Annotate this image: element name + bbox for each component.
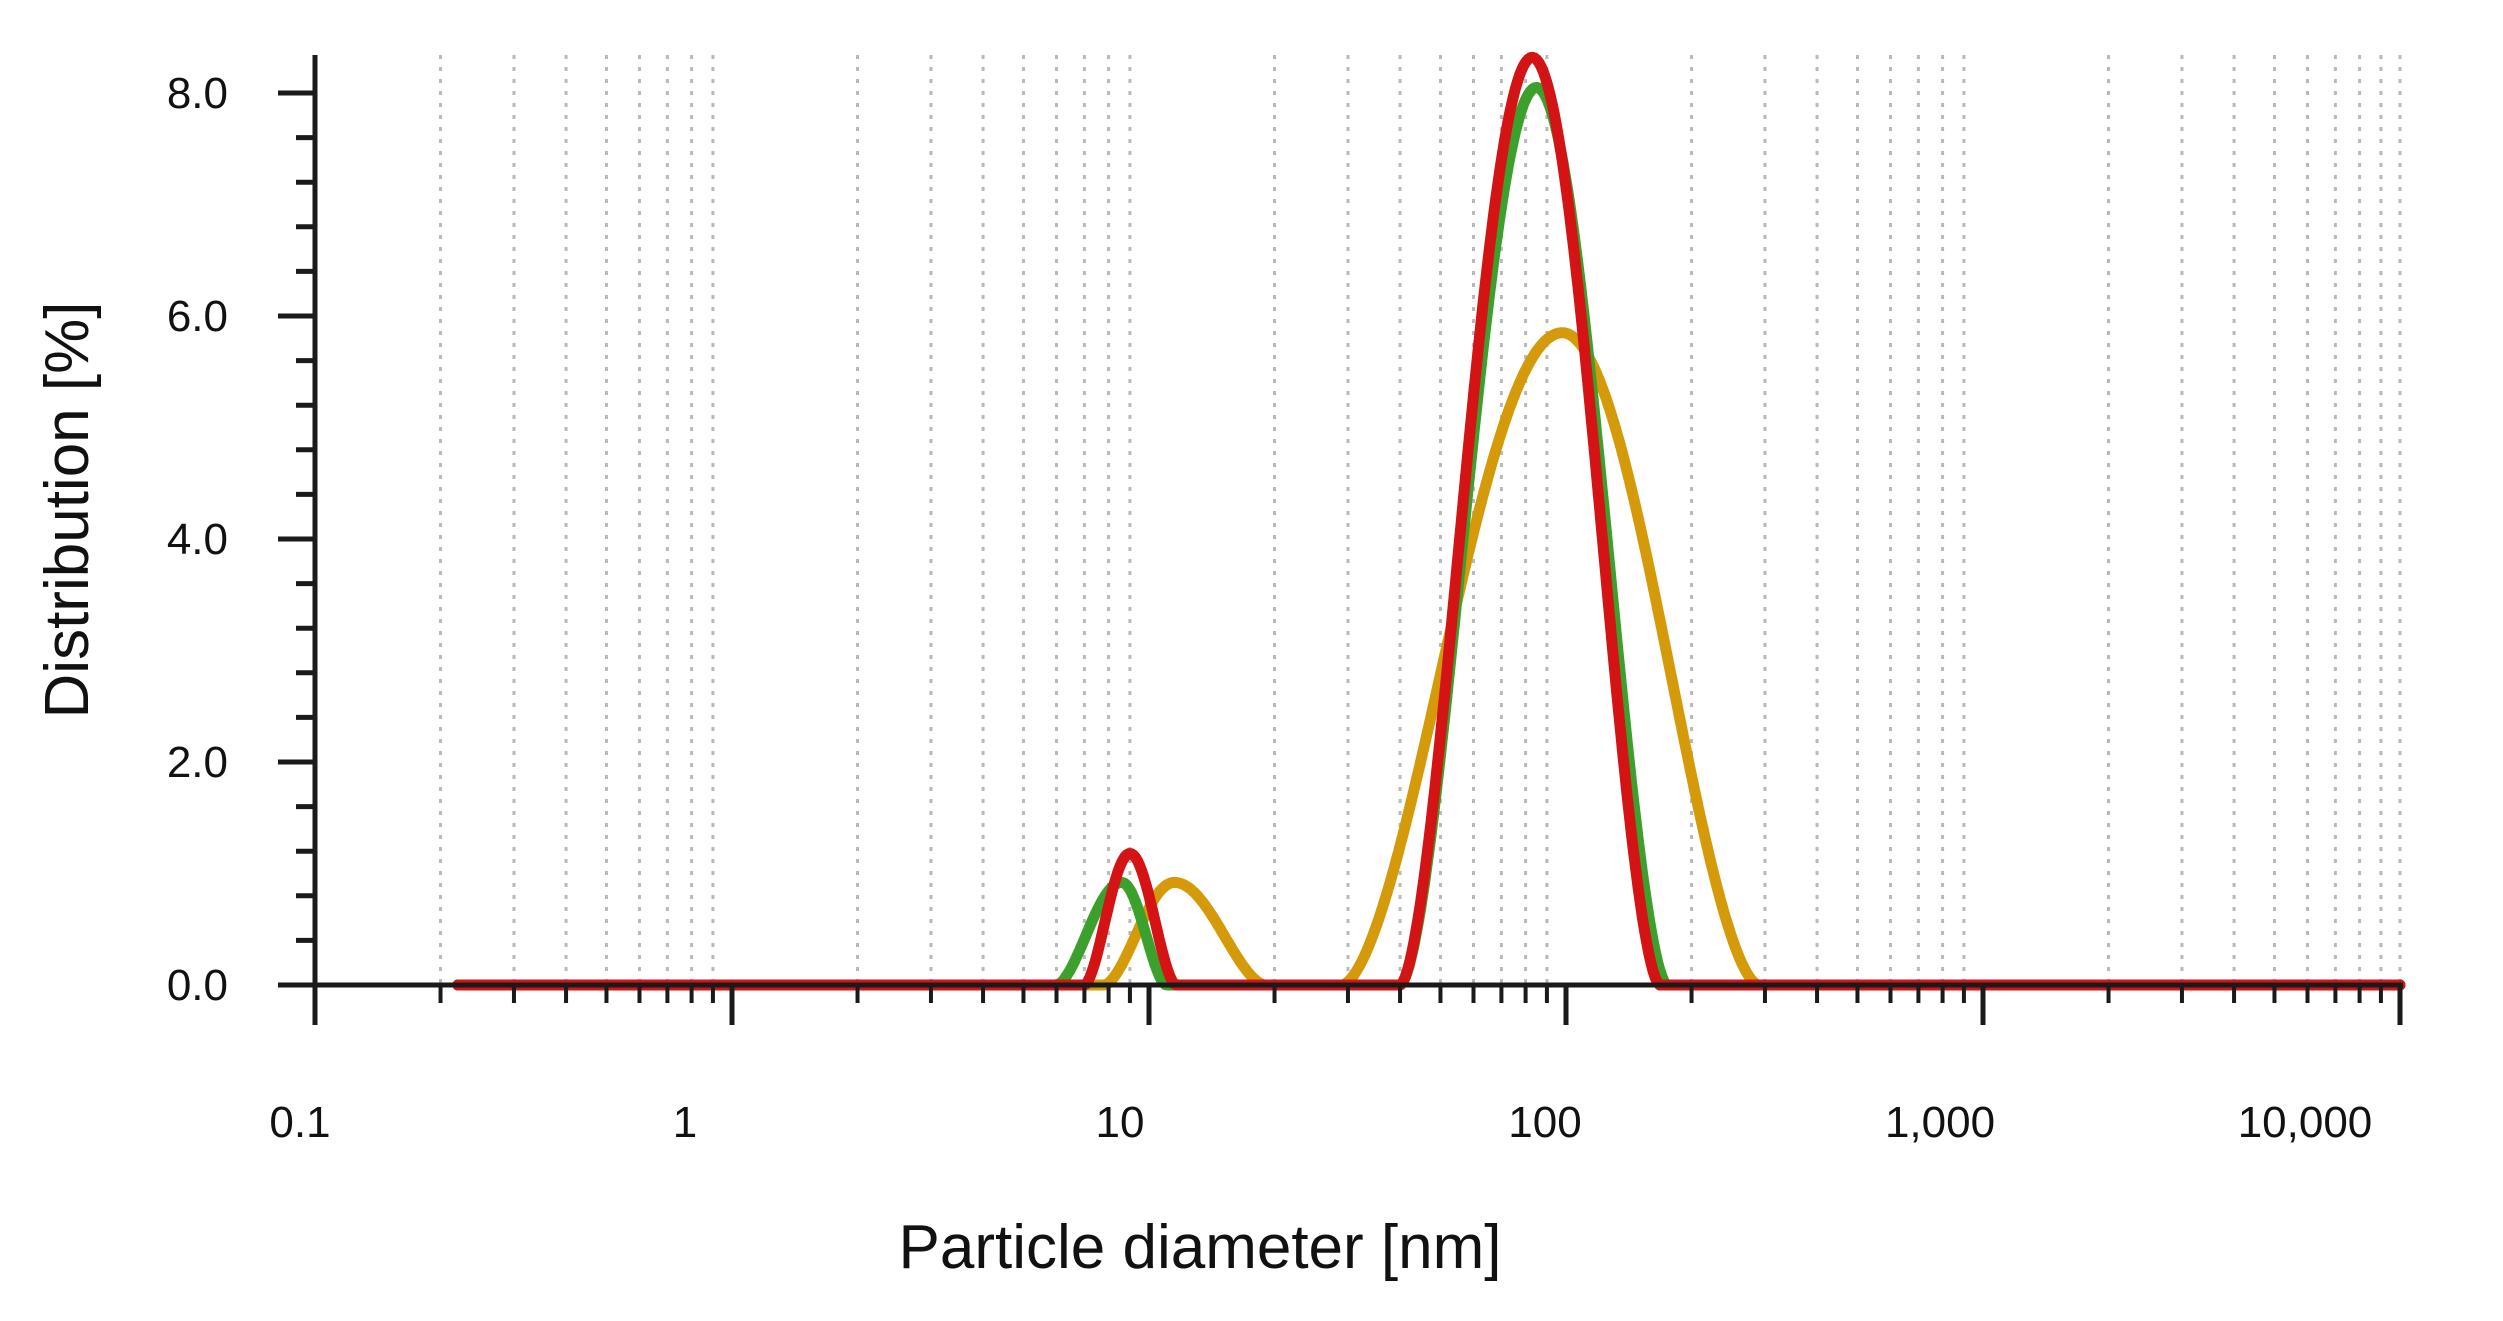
x-tick-label: 1 [673, 1098, 697, 1147]
y-tick-label: 2.0 [167, 738, 228, 787]
x-tick-label: 1,000 [1885, 1098, 1995, 1147]
y-tick-label: 6.0 [167, 292, 228, 341]
y-tick-label: 8.0 [167, 69, 228, 118]
x-axis-title: Particle diameter [nm] [899, 1213, 1502, 1282]
tick-labels: 0.1 1 10 100 1,000 10,000 0.0 2.0 4.0 6.0 8.0 [167, 69, 2372, 1147]
x-tick-label: 100 [1508, 1098, 1581, 1147]
y-tick-label: 0.0 [167, 961, 228, 1010]
x-tick-label: 10 [1096, 1098, 1145, 1147]
y-axis-title: Distribution [%] [33, 302, 102, 719]
x-tick-label: 0.1 [269, 1098, 330, 1147]
grid-lines [439, 55, 2402, 985]
axes [278, 55, 2403, 1025]
series-lines [452, 51, 2406, 991]
x-tick-label: 10,000 [2238, 1098, 2373, 1147]
y-tick-label: 4.0 [167, 515, 228, 564]
series-line [452, 51, 2406, 991]
